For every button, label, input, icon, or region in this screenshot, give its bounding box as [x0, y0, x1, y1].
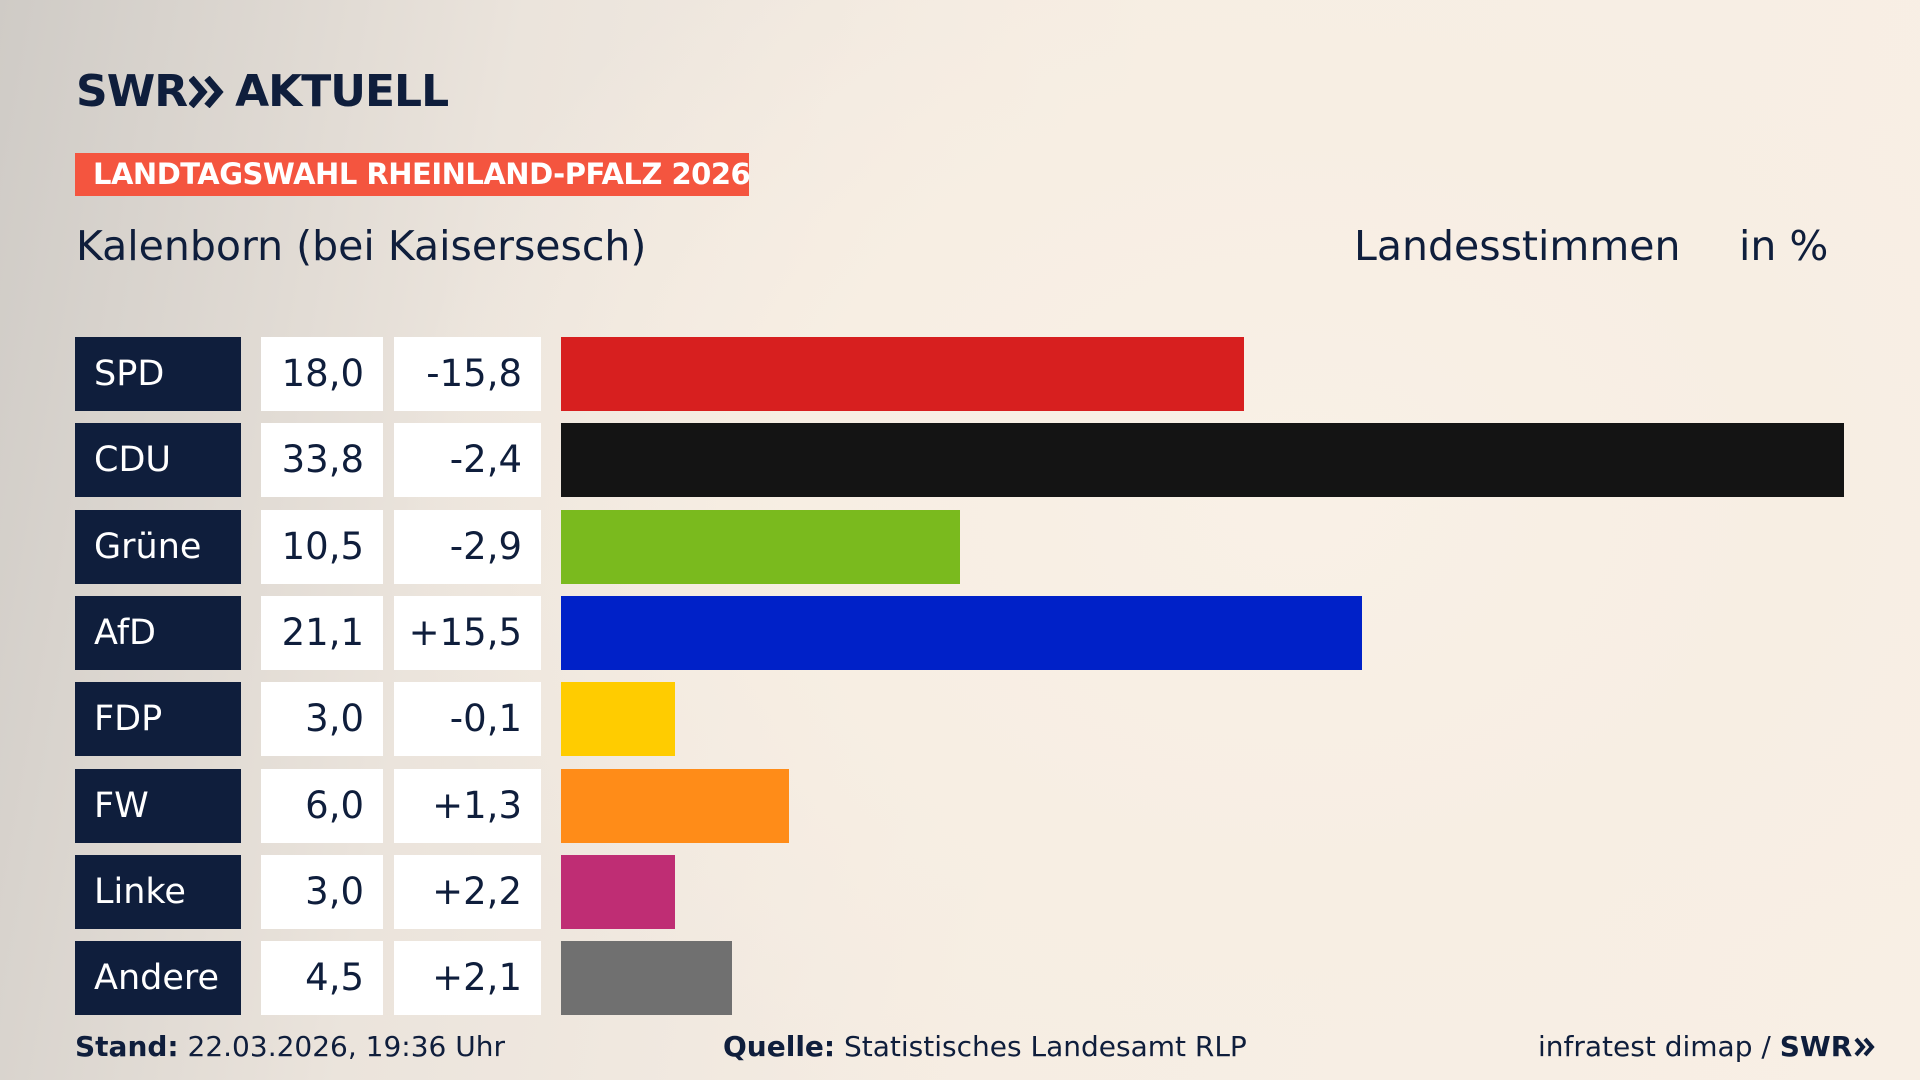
source-label: Quelle: — [723, 1030, 836, 1063]
value-label: 21,1 — [261, 595, 383, 670]
change-label: +2,1 — [394, 941, 541, 1016]
value-label: 3,0 — [261, 682, 383, 757]
bar — [561, 595, 1362, 670]
value-label: 4,5 — [261, 941, 383, 1016]
bar — [561, 941, 732, 1016]
bar — [561, 854, 675, 929]
value-label: 10,5 — [261, 509, 383, 584]
party-label: SPD — [75, 337, 241, 411]
change-label: +15,5 — [394, 595, 541, 670]
bar — [561, 682, 675, 757]
party-label: FW — [75, 768, 241, 843]
date-label: Stand: — [75, 1030, 179, 1063]
measure: Landesstimmen — [1354, 222, 1681, 270]
value-label: 6,0 — [261, 768, 383, 843]
party-label: FDP — [75, 682, 241, 757]
place: Kalenborn (bei Kaisersesch) — [76, 222, 647, 270]
party-label: Grüne — [75, 509, 241, 584]
credit: infratest dimap / — [1538, 1030, 1771, 1063]
change-label: -0,1 — [394, 682, 541, 757]
change-label: -2,4 — [394, 423, 541, 498]
party-label: CDU — [75, 423, 241, 498]
section: AKTUELL — [235, 66, 449, 117]
footer-credit: infratest dimap / SWR — [1538, 1030, 1876, 1063]
party-label: Andere — [75, 941, 241, 1016]
bar — [561, 768, 789, 843]
party-label: AfD — [75, 595, 241, 670]
bar — [561, 509, 960, 584]
date: 22.03.2026, 19:36 Uhr — [187, 1030, 505, 1063]
election-tag: LANDTAGSWAHL RHEINLAND-PFALZ 2026 — [75, 153, 751, 196]
unit: in % — [1739, 222, 1829, 270]
change-label: +1,3 — [394, 768, 541, 843]
brand: SWR — [76, 66, 188, 117]
logo: SWR AKTUELL — [76, 66, 449, 117]
change-label: -15,8 — [394, 337, 541, 411]
source: Statistisches Landesamt RLP — [844, 1030, 1247, 1063]
party-label: Linke — [75, 854, 241, 929]
value-label: 33,8 — [261, 423, 383, 498]
change-label: +2,2 — [394, 854, 541, 929]
change-label: -2,9 — [394, 509, 541, 584]
credit-brand: SWR — [1779, 1030, 1853, 1063]
bar — [561, 423, 1844, 498]
footer-source: Quelle: Statistisches Landesamt RLP — [723, 1030, 1247, 1063]
bar — [561, 337, 1245, 411]
chevrons — [188, 75, 224, 109]
value-label: 3,0 — [261, 854, 383, 929]
credit-chevrons — [1854, 1037, 1876, 1057]
value-label: 18,0 — [261, 337, 383, 411]
footer-date: Stand: 22.03.2026, 19:36 Uhr — [75, 1030, 505, 1063]
